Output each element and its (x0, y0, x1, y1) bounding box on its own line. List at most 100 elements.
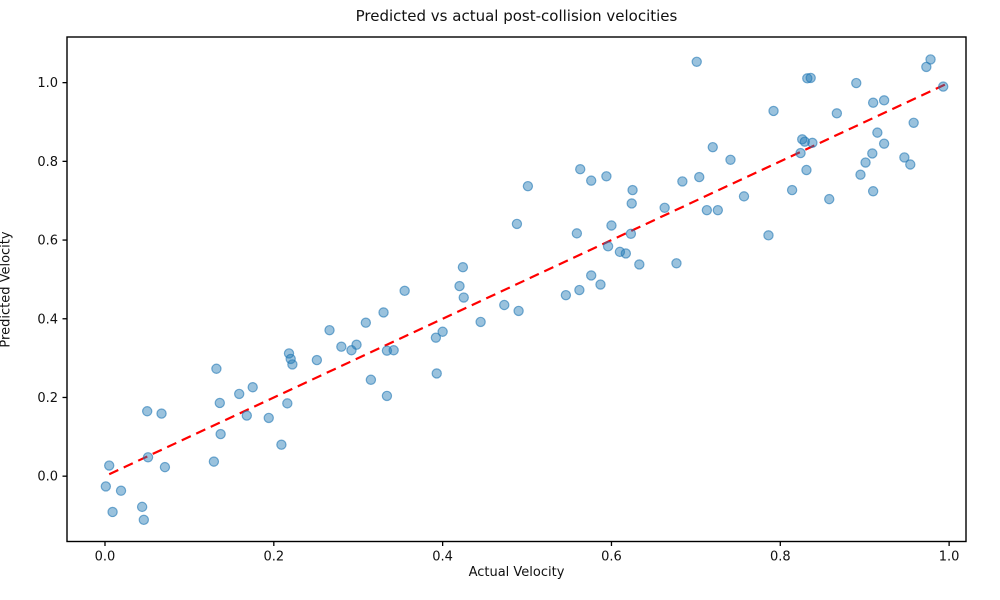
scatter-point (388, 345, 399, 356)
scatter-point (626, 198, 637, 209)
scatter-point (738, 191, 750, 202)
scatter-point (276, 439, 287, 450)
scatter-point (336, 341, 347, 352)
scatter-point (475, 316, 486, 328)
scatter-point (575, 164, 586, 175)
scatter-point (241, 410, 252, 421)
scatter-point (234, 388, 245, 400)
scatter-point (925, 54, 936, 65)
scatter-point (138, 514, 150, 526)
scatter-point (867, 148, 878, 159)
x-axis-label: Actual Velocity (468, 565, 565, 580)
x-tick-label: 0.6 (601, 550, 622, 565)
scatter-point (725, 154, 736, 165)
scatter-point (430, 332, 442, 343)
scatter-point (287, 359, 298, 370)
scatter-point (908, 117, 919, 128)
chart-title: Predicted vs actual post-collision veloc… (355, 7, 678, 25)
scatter-point (878, 138, 890, 149)
scatter-point (457, 262, 469, 273)
scatter-point (437, 326, 448, 337)
scatter-point (807, 137, 818, 149)
scatter-point (351, 339, 362, 350)
scatter-point (324, 324, 335, 336)
scatter-point (159, 461, 171, 473)
scatter-point (707, 141, 718, 153)
scatter-point (360, 317, 372, 328)
scatter-point (208, 456, 220, 467)
scatter-point (855, 169, 866, 180)
identity-line (108, 83, 946, 476)
scatter-point (115, 485, 127, 496)
y-tick-label: 0.4 (37, 312, 58, 327)
scatter-point (786, 184, 798, 196)
scatter-point (211, 363, 222, 374)
scatter-point (824, 193, 835, 205)
scatter-point (620, 248, 632, 259)
scatter-point (107, 506, 118, 518)
scatter-point (795, 147, 806, 159)
x-tick-label: 1.0 (939, 550, 960, 565)
scatter-point (938, 81, 949, 92)
scatter-point (458, 292, 469, 303)
scatter-point (867, 186, 879, 197)
y-tick-label: 0.8 (37, 155, 58, 170)
scatter-point (399, 285, 410, 297)
scatter-point (141, 406, 153, 417)
scatter-point (671, 258, 682, 269)
scatter-point (905, 159, 916, 170)
scatter-point (522, 180, 534, 192)
scatter-point (602, 241, 614, 252)
scatter-point (659, 202, 670, 213)
scatter-point (712, 204, 724, 216)
scatter-point (499, 299, 510, 311)
scatter-point (100, 481, 112, 492)
scatter-point (215, 428, 226, 440)
scatter-point (860, 157, 871, 168)
scatter-point (694, 171, 705, 183)
scatter-point (831, 108, 843, 119)
scatter-point (311, 354, 323, 366)
scatter-point (802, 73, 813, 84)
scatter-point (365, 374, 377, 385)
scatter-point (247, 382, 258, 393)
scatter-point (136, 501, 148, 513)
scatter-point (677, 176, 688, 187)
scatter-point (799, 136, 810, 147)
x-tick-label: 0.4 (432, 550, 453, 565)
scatter-point (142, 452, 154, 463)
scatter-point (454, 280, 465, 292)
scatter-point (104, 460, 115, 471)
y-tick-label: 0.0 (37, 470, 58, 485)
scatter-point (574, 284, 585, 296)
scatter-point (691, 56, 702, 67)
scatter-point (872, 127, 883, 138)
scatter-point (701, 204, 713, 216)
scatter-point (805, 72, 816, 84)
y-tick-label: 0.2 (37, 391, 58, 406)
scatter-point (282, 398, 293, 409)
scatter-point (878, 95, 890, 106)
scatter-point (595, 279, 606, 290)
scatter-point (263, 412, 274, 424)
x-tick-label: 0.0 (95, 550, 116, 565)
scatter-point (851, 77, 862, 89)
scatter-point (156, 408, 167, 419)
scatter-point (214, 397, 225, 409)
scatter-point (614, 246, 626, 258)
scatter-point (586, 270, 597, 281)
axes-frame (66, 36, 967, 543)
scatter-point (601, 171, 612, 182)
scatter-point (560, 289, 572, 301)
scatter-point (899, 152, 910, 163)
scatter-point (768, 105, 779, 117)
scatter-point (378, 307, 389, 318)
x-tick-label: 0.8 (770, 550, 791, 565)
scatter-point (763, 230, 774, 241)
scatter-point (606, 220, 617, 231)
x-tick-label: 0.2 (263, 550, 284, 565)
y-tick-label: 0.6 (37, 234, 58, 249)
scatter-point (627, 184, 638, 196)
